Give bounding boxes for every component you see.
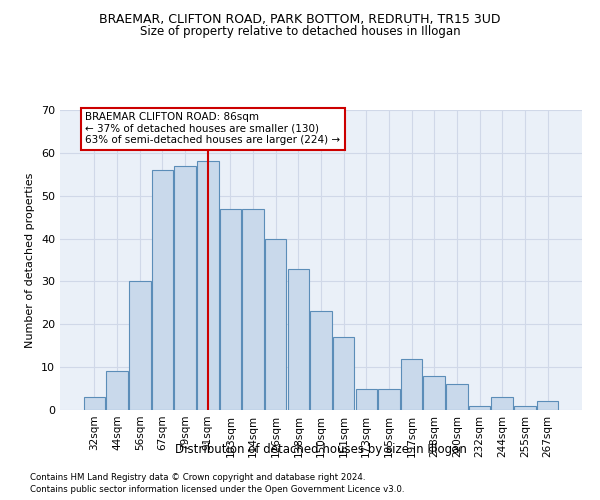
Bar [333, 337, 355, 410]
Text: Distribution of detached houses by size in Illogan: Distribution of detached houses by size … [175, 442, 467, 456]
Bar [469, 406, 490, 410]
Text: BRAEMAR, CLIFTON ROAD, PARK BOTTOM, REDRUTH, TR15 3UD: BRAEMAR, CLIFTON ROAD, PARK BOTTOM, REDR… [99, 12, 501, 26]
Y-axis label: Number of detached properties: Number of detached properties [25, 172, 35, 348]
Bar [491, 397, 513, 410]
Text: Contains HM Land Registry data © Crown copyright and database right 2024.: Contains HM Land Registry data © Crown c… [30, 472, 365, 482]
Bar [537, 402, 558, 410]
Bar [287, 268, 309, 410]
Text: Contains public sector information licensed under the Open Government Licence v3: Contains public sector information licen… [30, 485, 404, 494]
Bar [129, 282, 151, 410]
Text: Size of property relative to detached houses in Illogan: Size of property relative to detached ho… [140, 25, 460, 38]
Bar [220, 208, 241, 410]
Bar [242, 208, 264, 410]
Bar [152, 170, 173, 410]
Bar [84, 397, 105, 410]
Bar [265, 238, 286, 410]
Text: BRAEMAR CLIFTON ROAD: 86sqm
← 37% of detached houses are smaller (130)
63% of se: BRAEMAR CLIFTON ROAD: 86sqm ← 37% of det… [85, 112, 341, 146]
Bar [446, 384, 467, 410]
Bar [424, 376, 445, 410]
Bar [175, 166, 196, 410]
Bar [356, 388, 377, 410]
Bar [378, 388, 400, 410]
Bar [310, 312, 332, 410]
Bar [106, 372, 128, 410]
Bar [197, 162, 218, 410]
Bar [401, 358, 422, 410]
Bar [514, 406, 536, 410]
